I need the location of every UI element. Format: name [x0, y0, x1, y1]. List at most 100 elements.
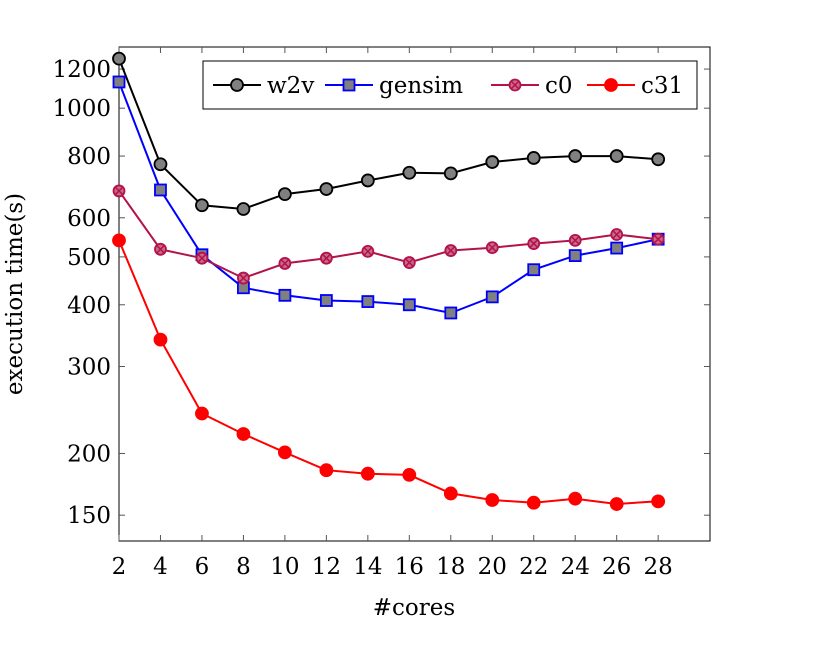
marker-cross [404, 258, 414, 267]
marker-cross [570, 235, 580, 245]
y-tick-label: 600 [67, 206, 111, 232]
data-point-c0 [527, 237, 541, 250]
data-point-gensim [154, 183, 167, 197]
data-point-gensim [485, 290, 499, 304]
data-point-gensim [444, 306, 458, 320]
data-point-c0 [361, 244, 375, 258]
data-point-w2v [443, 166, 458, 181]
data-point-c31 [153, 332, 168, 347]
data-point-c0 [651, 232, 665, 246]
x-tick-label: 2 [112, 554, 127, 580]
y-tick-label: 800 [67, 144, 111, 170]
marker-cross [363, 246, 373, 256]
marker-cross [321, 253, 331, 263]
data-point-w2v [319, 182, 334, 196]
x-tick-label: 14 [353, 554, 382, 580]
data-point-w2v [568, 149, 583, 163]
data-point-c0 [278, 257, 292, 270]
y-tick-label: 500 [67, 245, 111, 271]
x-tick-label: 18 [436, 554, 465, 580]
y-tick-label: 300 [67, 354, 111, 380]
data-point-w2v [195, 198, 209, 213]
marker-cross [529, 239, 539, 249]
x-tick-label: 28 [644, 554, 673, 580]
data-point-c0 [485, 241, 499, 255]
marker-cross [612, 230, 622, 239]
data-point-c31 [526, 495, 541, 510]
legend-marker [604, 78, 618, 92]
y-tick-label: 200 [67, 441, 111, 467]
legend-marker [508, 78, 522, 92]
x-tick-label: 6 [195, 554, 210, 580]
legend-entry-gensim: gensim [325, 73, 463, 99]
y-tick-label: 150 [67, 503, 111, 529]
data-point-c0 [237, 271, 250, 285]
data-point-c0 [154, 242, 167, 256]
data-point-c0 [402, 256, 416, 269]
data-point-c31 [195, 406, 209, 421]
legend-marker [342, 78, 356, 92]
x-tick-label: 16 [395, 554, 424, 580]
data-point-w2v [526, 151, 541, 165]
marker-cross [197, 253, 207, 263]
legend-label: c0 [545, 73, 573, 99]
marker-cross [446, 246, 456, 255]
data-point-c31 [485, 493, 500, 507]
y-tick-label: 400 [67, 293, 111, 319]
marker-cross [238, 273, 248, 283]
data-point-c31 [402, 467, 417, 482]
y-axis-title: execution time(s) [2, 193, 28, 395]
series-line-c0 [118, 190, 659, 280]
data-point-c31 [443, 486, 458, 501]
data-point-c31 [319, 463, 334, 478]
x-tick-label: 20 [478, 554, 507, 580]
data-point-c0 [610, 228, 624, 241]
legend-label: c31 [641, 73, 683, 99]
data-point-w2v [485, 155, 500, 169]
legend-label: gensim [379, 73, 463, 99]
data-point-c31 [568, 491, 583, 506]
data-point-c31 [112, 233, 126, 248]
data-point-c0 [112, 184, 126, 198]
x-tick-label: 4 [153, 554, 168, 580]
tick-labels: 2 4 6 8 10 12 14 16 18 20 22 24 26 281502003004005006… [52, 57, 672, 580]
data-point-c31 [277, 445, 292, 460]
y-tick-label: 1000 [52, 96, 111, 122]
series-c31 [112, 233, 666, 511]
series-layer [112, 51, 666, 511]
marker-cross [487, 243, 497, 253]
x-tick-label: 22 [519, 554, 548, 580]
plot-frame [118, 46, 711, 542]
data-point-w2v [402, 165, 417, 180]
data-point-c31 [236, 427, 251, 441]
data-point-w2v [651, 152, 666, 167]
legend: w2v gensim c0 c31 [202, 60, 698, 110]
legend-label: w2v [267, 73, 314, 99]
x-tick-label: 26 [602, 554, 631, 580]
y-tick-label: 1200 [52, 57, 111, 83]
series-c0 [112, 184, 665, 285]
legend-marker [230, 78, 244, 92]
data-point-c0 [444, 244, 458, 257]
marker-cross [114, 186, 124, 196]
marker-cross [156, 244, 165, 254]
legend-entry-c0: c0 [491, 73, 573, 99]
data-point-c0 [568, 233, 582, 247]
series-gensim [112, 75, 665, 320]
marker-cross [280, 258, 290, 268]
data-point-c31 [609, 497, 624, 511]
x-tick-label: 24 [561, 554, 590, 580]
data-point-gensim [610, 241, 624, 255]
data-point-gensim [361, 295, 375, 308]
x-tick-label: 10 [270, 554, 299, 580]
data-point-w2v [153, 157, 168, 172]
x-tick-label: 12 [312, 554, 341, 580]
legend-entry-c31: c31 [587, 73, 683, 99]
data-point-gensim [568, 249, 582, 263]
series-line-c31 [118, 240, 659, 506]
marker-cross [510, 80, 520, 90]
data-point-w2v [609, 149, 624, 163]
data-point-c31 [651, 494, 666, 509]
data-point-w2v [277, 187, 292, 202]
